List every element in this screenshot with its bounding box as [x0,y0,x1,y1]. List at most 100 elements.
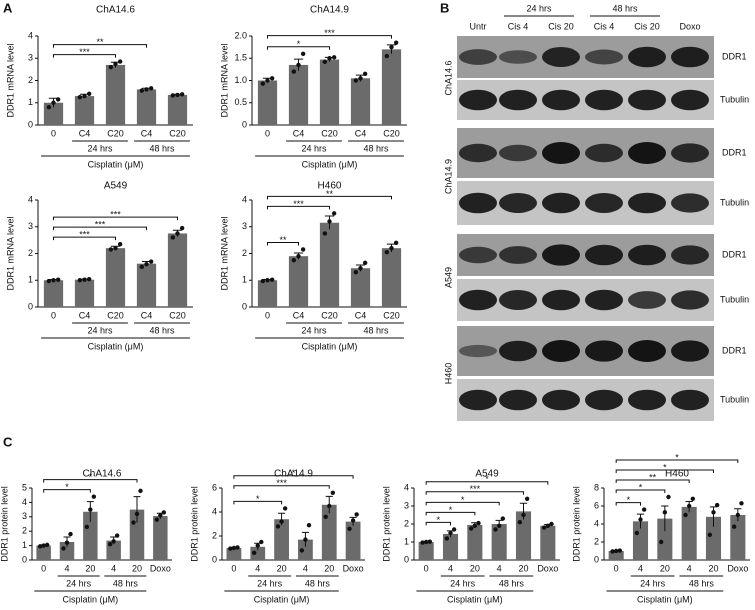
band [499,50,537,64]
group-label: 24 hrs [87,143,113,153]
data-point [275,524,281,529]
band [628,192,666,214]
bar [657,518,673,560]
group-label: 48 hrs [305,578,331,588]
bar [105,64,126,125]
band [585,193,623,213]
error-bar [133,496,141,523]
band [671,193,709,213]
data-point [303,537,308,542]
x-tick-label: C20 [107,128,124,138]
x-tick-label: Doxo [343,563,364,573]
data-point [362,260,368,266]
data-point [114,533,120,538]
bar [298,539,313,560]
significance-bracket [425,501,500,506]
band [628,389,666,411]
x-tick-label: C20 [169,310,186,320]
data-point [251,550,257,555]
data-point [451,527,457,532]
data-point [493,527,498,532]
y-tick-label: 4 [404,482,409,492]
data-point [323,514,328,519]
protein-label: DDR1 [722,147,747,157]
chart-title: A549 [104,181,128,192]
x-tick-label: Doxo [150,563,171,573]
x-tick-label: C4 [79,128,91,138]
significance-bracket [615,479,690,483]
data-point [291,257,297,263]
significance-bracket [267,241,299,246]
bar [608,551,624,560]
band [542,192,580,214]
data-point [707,532,713,537]
data-point [384,53,390,59]
data-point [300,247,306,252]
data-point [282,506,288,511]
bar [381,248,402,307]
panel-label: C [3,434,13,449]
x-tick-label: C20 [321,128,338,138]
data-point [88,507,93,512]
data-point [269,277,275,282]
data-point [714,502,720,508]
band [542,142,580,164]
group-label: 48 hrs [363,325,389,335]
x-axis-label: Cisplatin (μM) [62,594,118,604]
y-tick-label: 5 [22,482,27,492]
significance-bracket [53,54,116,58]
significance-bracket [615,459,739,463]
chart-title: H460 [318,181,342,192]
significance-label: * [292,468,296,478]
data-point [231,545,237,551]
data-point [260,278,266,284]
band [542,244,580,266]
y-tick-label: 1.0 [234,75,247,85]
bar [350,268,371,307]
y-tick-label: 0 [212,554,217,564]
group-label: 48 hrs [149,143,175,153]
bar [345,521,361,560]
significance-bracket [425,481,549,485]
bar [730,515,746,560]
band [542,89,580,111]
x-tick-label: C20 [169,128,186,138]
band [459,289,497,311]
data-point [468,526,474,531]
data-point [179,92,185,97]
bar [381,49,402,125]
data-point [148,259,154,264]
data-point [517,520,523,525]
protein-label: DDR1 [722,51,747,61]
y-tick-label: 4 [22,497,27,507]
data-point [55,97,61,102]
group-label: 24 hrs [450,578,476,588]
x-tick-label: 20 [518,563,528,573]
y-tick-label: 3 [242,221,247,231]
data-point [683,512,688,518]
x-axis-label: Cisplatin (μM) [88,159,144,169]
group-label: 24 hrs [301,143,327,153]
band [542,340,580,362]
band [671,89,709,111]
data-point [260,81,266,86]
band [459,143,497,163]
cell-line-label: ChA14.6 [443,60,453,95]
data-point [354,512,359,517]
data-point [524,496,530,501]
x-tick-label: Doxo [727,563,748,573]
bar [288,64,309,125]
bar [250,546,266,560]
significance-label: * [639,482,643,492]
x-tick-label: C4 [79,310,91,320]
data-point [427,539,433,544]
band [671,389,709,411]
data-point [731,524,737,529]
significance-bracket [233,500,283,505]
group-label: 48 hrs [149,325,175,335]
significance-bracket [233,475,354,479]
group-label: 24 hrs [87,325,113,335]
data-point [393,40,399,45]
data-point [384,249,390,255]
